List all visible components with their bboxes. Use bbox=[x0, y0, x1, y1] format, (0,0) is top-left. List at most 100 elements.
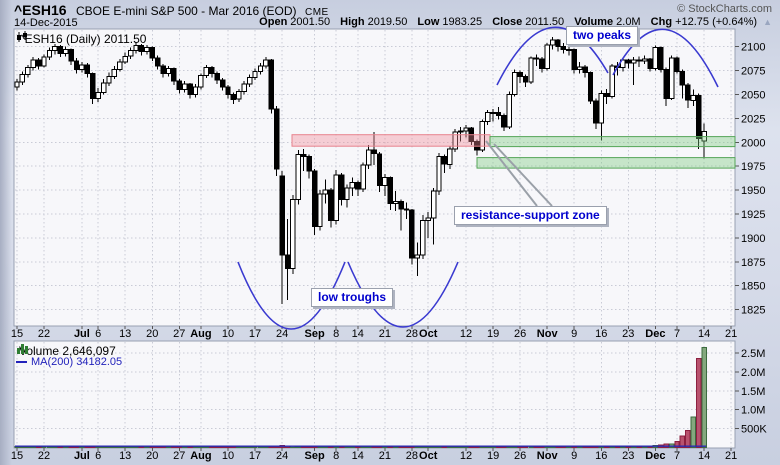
svg-text:6: 6 bbox=[95, 328, 101, 340]
volume-legend: Volume 2,646,097 bbox=[16, 343, 116, 358]
svg-text:Oct: Oct bbox=[419, 450, 438, 462]
svg-text:2000: 2000 bbox=[741, 137, 765, 149]
svg-text:9: 9 bbox=[571, 450, 577, 462]
open-label: Open bbox=[259, 16, 288, 28]
window-edge-shade bbox=[0, 0, 12, 465]
svg-text:1975: 1975 bbox=[741, 161, 765, 173]
svg-text:23: 23 bbox=[622, 328, 634, 340]
svg-text:19: 19 bbox=[487, 328, 499, 340]
peak-arc-1 bbox=[496, 26, 609, 86]
svg-text:14: 14 bbox=[698, 328, 710, 340]
svg-text:21: 21 bbox=[725, 450, 737, 462]
svg-text:26: 26 bbox=[514, 328, 526, 340]
svg-text:14: 14 bbox=[352, 328, 364, 340]
svg-text:2100: 2100 bbox=[741, 42, 765, 54]
candlesticks bbox=[14, 37, 707, 304]
quote-date: 14-Dec-2015 bbox=[14, 17, 78, 29]
volume-label: Volume bbox=[574, 16, 614, 28]
annotation-low-troughs: low troughs bbox=[311, 288, 393, 307]
ma-line-icon bbox=[16, 361, 27, 364]
volume-bars bbox=[14, 347, 707, 449]
svg-text:22: 22 bbox=[38, 328, 50, 340]
svg-text:16: 16 bbox=[595, 328, 607, 340]
svg-text:Nov: Nov bbox=[537, 450, 559, 462]
peak-arc-2 bbox=[612, 28, 719, 88]
svg-text:Sep: Sep bbox=[305, 450, 325, 462]
svg-text:Sep: Sep bbox=[305, 328, 325, 340]
date-gridlines bbox=[16, 30, 732, 447]
plot-backgrounds bbox=[13, 28, 736, 449]
svg-text:1825: 1825 bbox=[741, 305, 765, 317]
svg-text:Aug: Aug bbox=[190, 450, 211, 462]
resistance-support-zones bbox=[291, 134, 736, 169]
svg-text:14: 14 bbox=[352, 450, 364, 462]
quote-summary-row: Open 2001.50 High 2019.50 Low 1983.25 Close… bbox=[252, 16, 772, 28]
svg-text:7: 7 bbox=[674, 328, 680, 340]
volume-legend-text: Volume 2,646,097 bbox=[19, 343, 116, 358]
instrument-description: CBOE E-mini S&P 500 - Mar 2016 (EOD) bbox=[76, 4, 297, 18]
svg-text:13: 13 bbox=[119, 450, 131, 462]
callout-pointer-lines bbox=[485, 140, 553, 207]
svg-text:2025: 2025 bbox=[741, 113, 765, 125]
svg-text:20: 20 bbox=[146, 328, 158, 340]
svg-text:17: 17 bbox=[249, 328, 261, 340]
svg-text:8: 8 bbox=[333, 450, 339, 462]
up-triangle-icon: ▲ bbox=[763, 17, 772, 27]
svg-text:Dec: Dec bbox=[645, 328, 665, 340]
svg-text:10: 10 bbox=[222, 450, 234, 462]
svg-text:15: 15 bbox=[11, 328, 23, 340]
high-value: 2019.50 bbox=[367, 16, 408, 28]
svg-text:1925: 1925 bbox=[741, 209, 765, 221]
svg-text:24: 24 bbox=[276, 450, 288, 462]
svg-text:1850: 1850 bbox=[741, 281, 765, 293]
svg-text:7: 7 bbox=[674, 450, 680, 462]
svg-text:10: 10 bbox=[222, 328, 234, 340]
chart-title: ^ESH16 CBOE E-mini S&P 500 - Mar 2016 (E… bbox=[14, 2, 329, 20]
price-axis-labels: 2100 2075 2050 2025 2000 1975 1950 1925 1900 1875… bbox=[735, 42, 765, 317]
svg-text:27: 27 bbox=[173, 328, 185, 340]
svg-text:Jul: Jul bbox=[74, 328, 90, 340]
svg-text:26: 26 bbox=[514, 450, 526, 462]
svg-text:1.5M: 1.5M bbox=[741, 386, 765, 398]
svg-text:21: 21 bbox=[725, 328, 737, 340]
ticker-symbol: ^ESH16 bbox=[14, 2, 67, 18]
resistance-band-pink bbox=[291, 134, 491, 147]
svg-text:13: 13 bbox=[119, 328, 131, 340]
svg-text:Aug: Aug bbox=[190, 328, 211, 340]
support-band-green-lower bbox=[476, 157, 736, 169]
price-legend-text: ^ESH16 (Daily) 2011.50 bbox=[19, 31, 147, 46]
copyright-text: © StockCharts.com bbox=[677, 3, 772, 15]
low-label: Low bbox=[417, 16, 440, 28]
svg-text:27: 27 bbox=[173, 450, 185, 462]
ma-legend: MA(200) 34182.05 bbox=[16, 356, 122, 368]
svg-text:21: 21 bbox=[379, 328, 391, 340]
svg-text:1.0M: 1.0M bbox=[741, 405, 765, 417]
svg-text:19: 19 bbox=[487, 450, 499, 462]
svg-text:23: 23 bbox=[622, 450, 634, 462]
close-label: Close bbox=[492, 16, 523, 28]
svg-text:1950: 1950 bbox=[741, 185, 765, 197]
svg-text:12: 12 bbox=[460, 328, 472, 340]
svg-text:2075: 2075 bbox=[741, 66, 765, 78]
svg-text:16: 16 bbox=[595, 450, 607, 462]
high-label: High bbox=[340, 16, 365, 28]
chg-value: +12.75 (+0.64%) bbox=[675, 16, 758, 28]
svg-text:12: 12 bbox=[460, 450, 472, 462]
chg-label: Chg bbox=[650, 16, 673, 28]
svg-text:14: 14 bbox=[698, 450, 710, 462]
svg-text:2.5M: 2.5M bbox=[741, 348, 765, 360]
volume-axis-labels: 2.5M 2.0M 1.5M 1.0M 500K bbox=[735, 348, 767, 436]
svg-text:9: 9 bbox=[571, 328, 577, 340]
svg-text:2050: 2050 bbox=[741, 90, 765, 102]
svg-text:22: 22 bbox=[38, 450, 50, 462]
support-band-green-upper bbox=[489, 136, 736, 148]
svg-text:6: 6 bbox=[95, 450, 101, 462]
annotation-resistance-support-zone: resistance-support zone bbox=[454, 206, 607, 225]
exchange-label: CME bbox=[304, 7, 329, 18]
ma-legend-text: MA(200) 34182.05 bbox=[31, 356, 123, 369]
svg-text:20: 20 bbox=[146, 450, 158, 462]
close-value: 2011.50 bbox=[525, 16, 565, 28]
low-value: 1983.25 bbox=[442, 16, 483, 28]
annotation-two-peaks: two peaks bbox=[566, 26, 639, 45]
